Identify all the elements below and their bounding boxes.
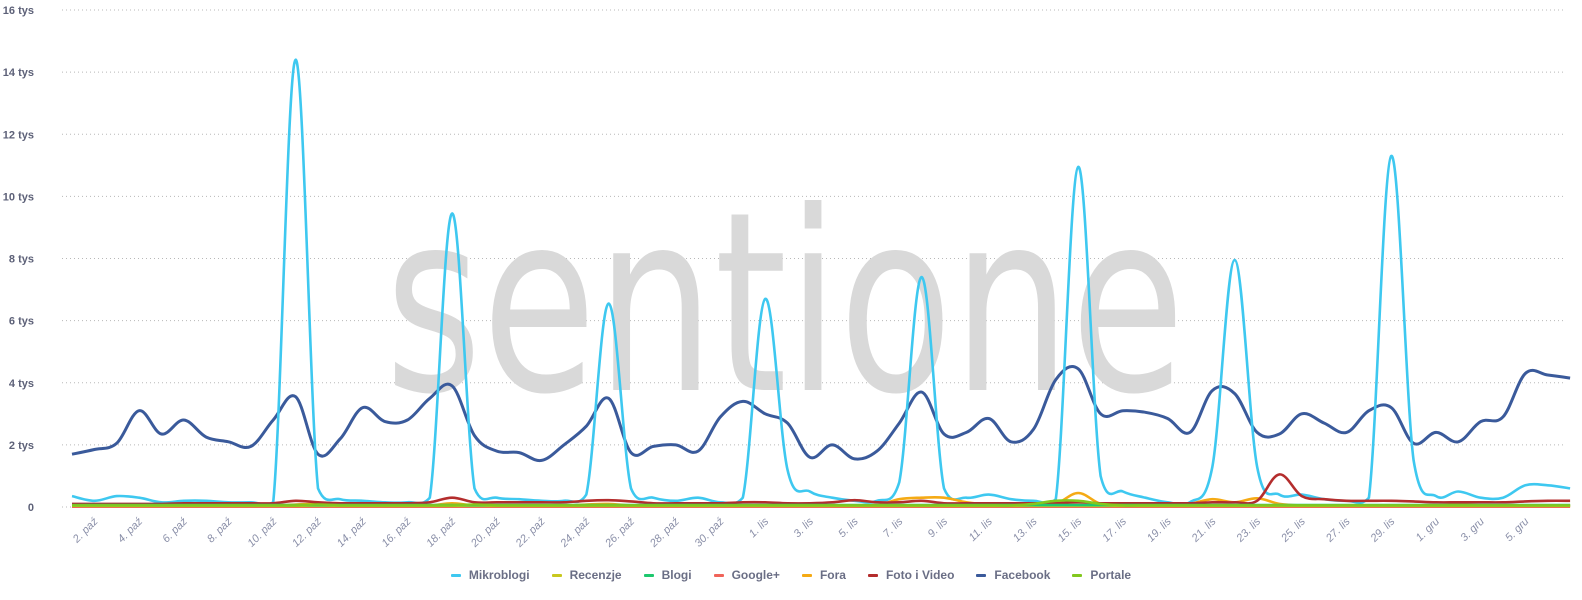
x-tick-label: 5. gru — [1503, 516, 1531, 544]
x-tick-label: 11. lis — [967, 515, 996, 544]
y-tick-label: 16 tys — [3, 5, 34, 17]
legend-item-foto-i-video[interactable]: Foto i Video — [867, 568, 955, 582]
x-tick-label: 13. lis — [1011, 515, 1040, 544]
x-tick-label: 29. lis — [1368, 515, 1398, 545]
legend-swatch — [551, 573, 562, 577]
legend-label: Recenzje — [569, 568, 622, 582]
legend-label: Facebook — [994, 568, 1051, 582]
y-tick-label: 14 tys — [3, 67, 34, 79]
x-tick-label: 24. paź — [558, 515, 593, 550]
legend-swatch — [450, 573, 461, 577]
x-tick-label: 6. paź — [160, 515, 190, 545]
legend-label: Portale — [1090, 568, 1132, 582]
x-tick-label: 26. paź — [602, 515, 637, 550]
x-tick-label: 25. lis — [1278, 515, 1308, 545]
x-tick-label: 16. paź — [380, 515, 414, 549]
y-tick-label: 10 tys — [3, 191, 34, 203]
legend-swatch — [801, 573, 812, 577]
y-tick-label: 2 tys — [9, 440, 34, 452]
y-tick-label: 12 tys — [3, 129, 34, 141]
series-line-mikroblogi — [71, 58, 1571, 506]
x-tick-label: 5. lis — [836, 515, 861, 540]
legend-swatch — [867, 573, 878, 577]
legend-swatch — [713, 573, 724, 577]
x-tick-label: 1. gru — [1414, 516, 1442, 544]
legend-label: Fora — [819, 568, 846, 582]
x-tick-label: 23. lis — [1234, 515, 1264, 545]
y-tick-label: 0 — [28, 502, 34, 514]
legend: Mikroblogi Recenzje Blogi Google+ Fora Foto i… — [0, 568, 1582, 582]
x-tick-label: 17. lis — [1100, 515, 1129, 544]
x-tick-label: 9. lis — [926, 515, 951, 540]
x-tick-label: 1. lis — [747, 515, 772, 540]
legend-swatch — [1072, 573, 1083, 577]
x-tick-label: 4. paź — [116, 515, 146, 545]
x-tick-label: 20. paź — [468, 515, 503, 550]
series-line-foto-i-video — [71, 473, 1571, 506]
legend-item-blogi[interactable]: Blogi — [643, 568, 692, 582]
legend-swatch — [643, 573, 654, 577]
y-axis: 0 2 tys 4 tys 6 tys 8 tys 10 tys 12 tys 14 tys 1… — [3, 5, 34, 514]
x-tick-label: 8. paź — [205, 515, 235, 545]
x-tick-label: 7. lis — [881, 515, 906, 540]
y-tick-label: 4 tys — [9, 378, 34, 390]
legend-label: Foto i Video — [885, 568, 955, 582]
legend-item-fora[interactable]: Fora — [801, 568, 846, 582]
legend-item-portale[interactable]: Portale — [1072, 568, 1131, 582]
series-lines — [71, 58, 1571, 509]
x-tick-label: 18. paź — [424, 515, 458, 549]
legend-item-recenzje[interactable]: Recenzje — [551, 568, 622, 582]
legend-label: Google+ — [731, 568, 780, 582]
x-tick-label: 21. lis — [1189, 515, 1219, 545]
x-tick-label: 15. lis — [1056, 515, 1085, 544]
legend-label: Blogi — [661, 568, 692, 582]
legend-item-facebook[interactable]: Facebook — [976, 568, 1050, 582]
x-tick-label: 30. paź — [693, 515, 727, 549]
x-tick-label: 28. paź — [647, 515, 682, 550]
series-line-facebook — [71, 364, 1571, 463]
x-tick-label: 27. lis — [1323, 515, 1353, 545]
x-tick-label: 3. gru — [1458, 516, 1486, 544]
x-tick-label: 3. lis — [792, 515, 817, 540]
x-tick-label: 22. paź — [513, 515, 548, 550]
x-tick-label: 19. lis — [1145, 515, 1174, 544]
legend-item-google-[interactable]: Google+ — [713, 568, 780, 582]
x-tick-label: 12. paź — [290, 515, 324, 549]
sentione-watermark-logo: sentione — [385, 158, 1185, 449]
x-tick-label: 2. paź — [70, 515, 101, 546]
legend-item-mikroblogi[interactable]: Mikroblogi — [450, 568, 530, 582]
y-tick-label: 6 tys — [9, 316, 34, 328]
y-tick-label: 8 tys — [9, 254, 34, 266]
x-axis: 2. paź 4. paź 6. paź 8. paź 10. paź 12. paź 14… — [70, 515, 1531, 550]
legend-swatch — [976, 573, 987, 577]
x-tick-label: 14. paź — [335, 515, 369, 549]
series-line-portale — [71, 499, 1571, 507]
legend-label: Mikroblogi — [468, 568, 530, 582]
x-tick-label: 10. paź — [245, 515, 279, 549]
